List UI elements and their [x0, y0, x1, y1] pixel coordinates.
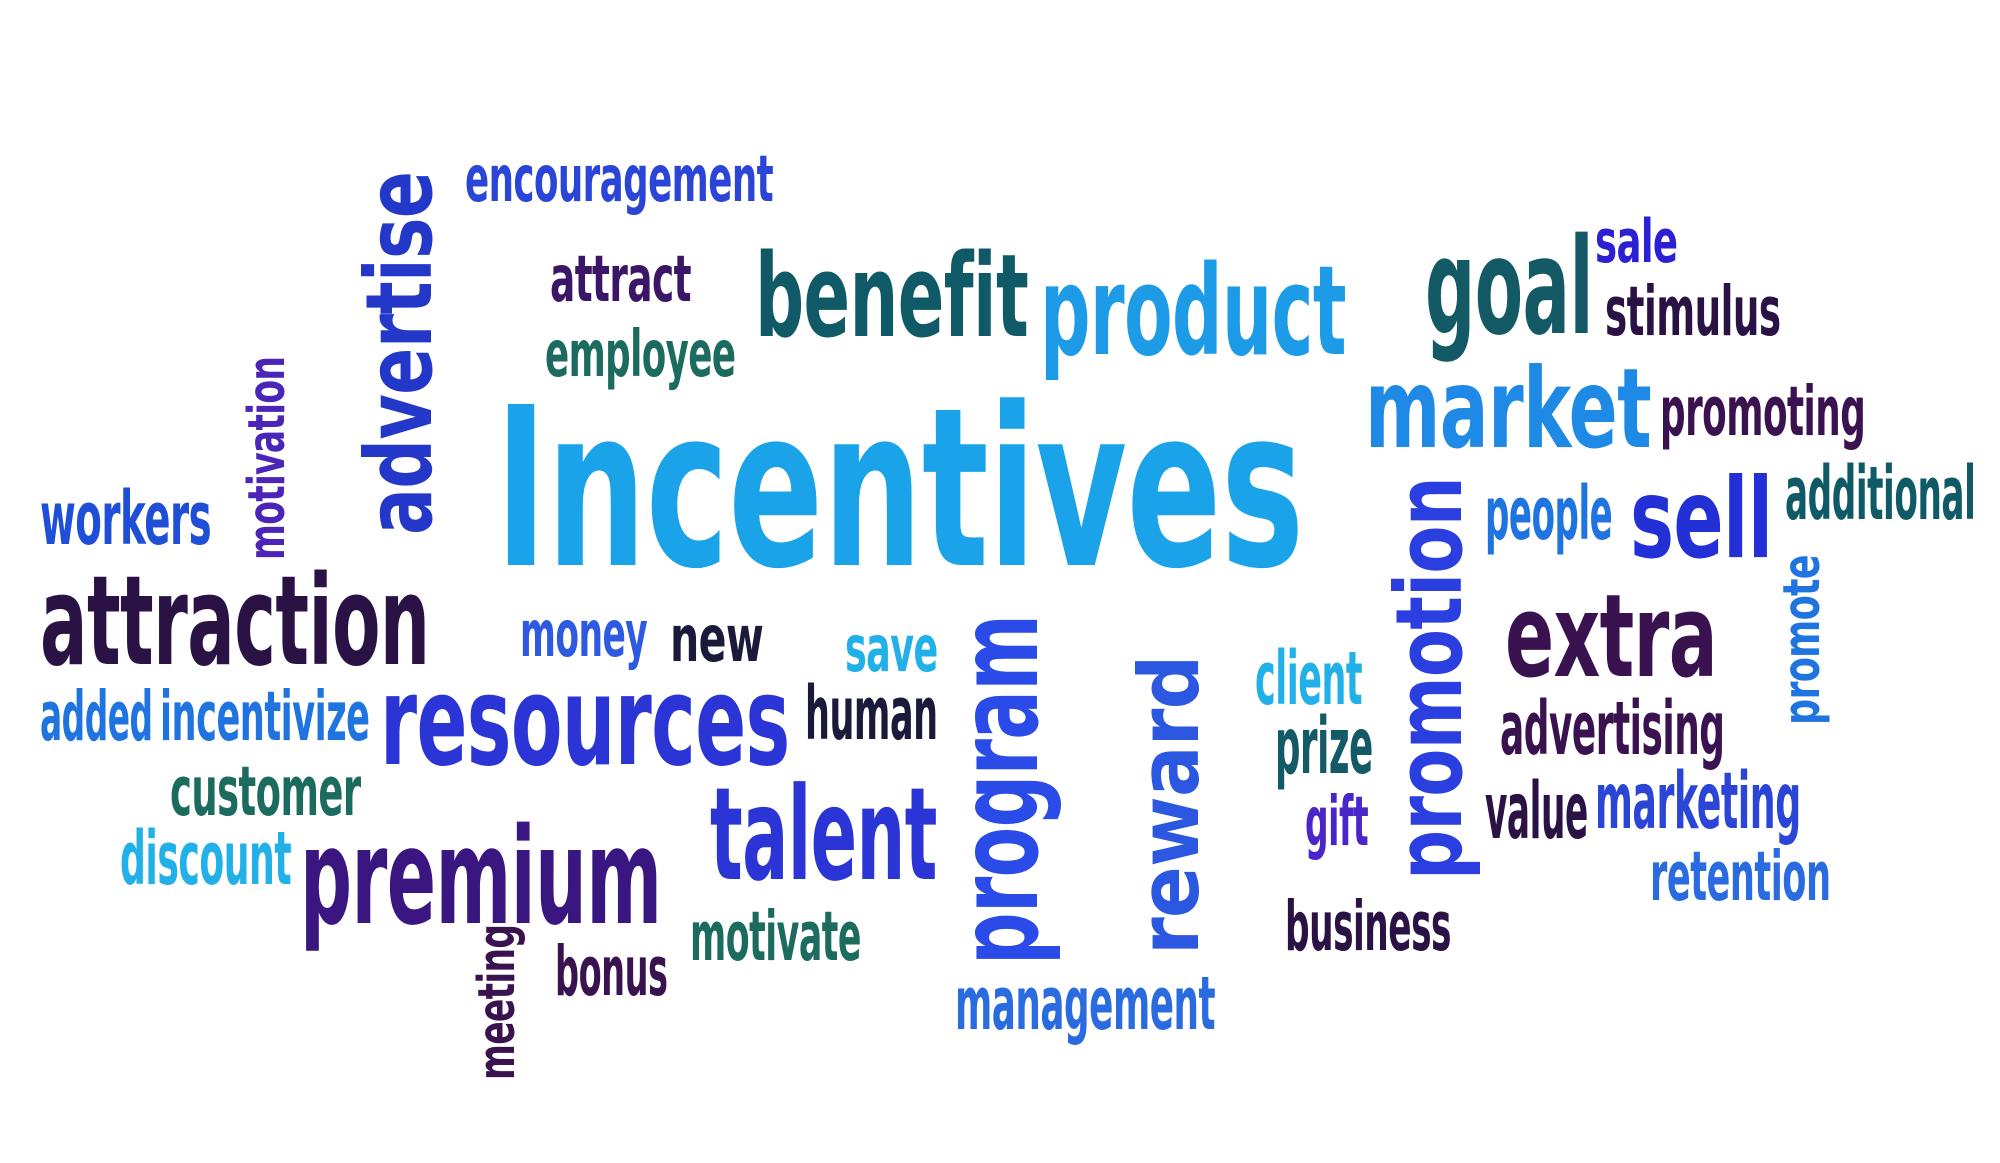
word-value: value [1485, 766, 1588, 858]
word-program: program [935, 614, 1064, 965]
word-meeting: meeting [467, 924, 527, 1080]
word-market: market [1365, 345, 1652, 474]
word-discount: discount [120, 817, 292, 903]
word-human: human [805, 672, 938, 758]
word-advertising: advertising [1500, 687, 1725, 773]
word-marketing: marketing [1595, 756, 1801, 848]
word-encouragement: encouragement [465, 141, 774, 217]
word-stimulus: stimulus [1605, 272, 1781, 352]
word-motivation: motivation [237, 356, 297, 560]
word-bonus: bonus [555, 932, 668, 1012]
word-promote: promote [1772, 555, 1832, 725]
word-promoting: promoting [1660, 372, 1866, 452]
word-talent: talent [710, 759, 937, 910]
word-people: people [1485, 472, 1613, 558]
word-advertise: advertise [346, 171, 453, 536]
word-customer: customer [170, 752, 361, 832]
word-management: management [955, 962, 1216, 1048]
word-employee: employee [545, 316, 736, 392]
word-goal: goal [1425, 209, 1594, 365]
word-retention: retention [1650, 837, 1831, 917]
word-business: business [1285, 887, 1451, 967]
word-product: product [1040, 240, 1347, 385]
word-save: save [845, 611, 938, 687]
word-reward: reward [1120, 655, 1218, 955]
word-extra: extra [1505, 570, 1718, 704]
word-resources: resources [380, 650, 790, 795]
word-attraction: attraction [40, 550, 430, 695]
word-sell: sell [1630, 455, 1773, 584]
word-incentivize: incentivize [160, 677, 370, 757]
word-attract: attract [550, 241, 692, 317]
word-incentives: Incentives [495, 360, 1304, 618]
word-new: new [670, 601, 764, 677]
word-additional: additional [1785, 452, 1976, 538]
word-promotion: promotion [1376, 477, 1483, 880]
word-premium: premium [300, 799, 662, 955]
word-motivate: motivate [690, 897, 861, 977]
word-benefit: benefit [755, 230, 1029, 364]
word-client: client [1255, 637, 1363, 723]
word-sale: sale [1595, 206, 1678, 277]
word-added: added [40, 677, 153, 757]
word-money: money [520, 596, 648, 672]
word-prize: prize [1275, 701, 1373, 793]
word-workers: workers [40, 477, 212, 563]
word-gift: gift [1305, 782, 1369, 862]
